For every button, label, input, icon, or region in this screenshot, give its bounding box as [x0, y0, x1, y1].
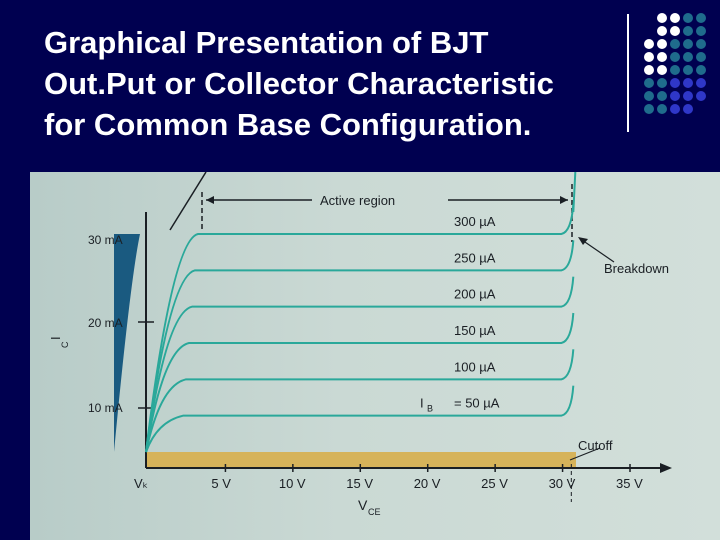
saturation-region: [114, 234, 140, 452]
ib-series-label: 300 µA: [454, 214, 496, 229]
ib-series-label: 100 µA: [454, 359, 496, 374]
y-tick-label-10ma: 10 mA: [88, 401, 123, 415]
decorative-dot: [670, 78, 680, 88]
breakdown-arrowhead: [578, 237, 588, 245]
decorative-dot: [670, 52, 680, 62]
decorative-dot: [683, 39, 693, 49]
decorative-dot: [670, 65, 680, 75]
decorative-dot: [683, 52, 693, 62]
ib-curve: [145, 240, 575, 453]
decorative-dot: [644, 104, 654, 114]
title-line-2: Out.Put or Collector Characteristic: [44, 66, 554, 101]
x-tick-label: 30 V: [549, 476, 576, 491]
ib-prefix-subscript: B: [427, 404, 433, 414]
ib-curve: [145, 312, 575, 453]
decorative-dot: [644, 39, 654, 49]
x-tick-label: 35 V: [616, 476, 643, 491]
decorative-dot: [644, 65, 654, 75]
x-tick-label: 10 V: [279, 476, 306, 491]
decorative-dot: [657, 91, 667, 101]
x-axis-label-subscript: CE: [368, 507, 381, 517]
decorative-dot: [683, 104, 693, 114]
cutoff-label: Cutoff: [578, 438, 613, 453]
decorative-dot: [670, 104, 680, 114]
characteristic-curves: [145, 172, 577, 453]
cutoff-region: [146, 452, 576, 468]
decorative-dot: [696, 78, 706, 88]
y-tick-label-30ma: 30 mA: [88, 233, 123, 247]
decorative-dot: [657, 39, 667, 49]
x-tick-labels: Vₖ 5 V 10 V 15 V 20 V 25 V 30 V 35 V: [134, 464, 643, 502]
decorative-dot: [670, 26, 680, 36]
decorative-dot: [670, 91, 680, 101]
x-tick-label: 25 V: [481, 476, 508, 491]
ib-curve: [145, 385, 575, 453]
decorative-dot: [657, 26, 667, 36]
collector-characteristic-chart: 30 mA 20 mA 10 mA I C Vₖ 5 V 10 V 15 V 20 V 2…: [48, 172, 672, 517]
decorative-dot: [683, 78, 693, 88]
y-axis-label: I: [48, 336, 63, 340]
decorative-dot: [657, 78, 667, 88]
y-axis-label-subscript: C: [60, 341, 70, 348]
breakdown-label: Breakdown: [604, 261, 669, 276]
decorative-dot: [644, 78, 654, 88]
title-line-3: for Common Base Configuration.: [44, 107, 532, 142]
decorative-dot: [696, 52, 706, 62]
x-axis-label: V: [358, 497, 368, 513]
ib-curve: [145, 349, 575, 453]
decorative-dot: [657, 104, 667, 114]
decorative-dot: [683, 26, 693, 36]
x-tick-label: 5 V: [211, 476, 231, 491]
y-tick-label-20ma: 20 mA: [88, 316, 123, 330]
slide-title: Graphical Presentation of BJT Out.Put or…: [44, 22, 624, 145]
decorative-dot: [644, 91, 654, 101]
title-divider: [627, 14, 629, 132]
decorative-dot: [696, 26, 706, 36]
x-tick-label: 20 V: [414, 476, 441, 491]
ib-curve: [145, 203, 575, 453]
decorative-dot: [696, 91, 706, 101]
active-region-arrowhead-right: [560, 196, 568, 204]
saturation-pointer: [169, 172, 207, 231]
ib-prefix: I: [420, 396, 424, 411]
chart-photo: 30 mA 20 mA 10 mA I C Vₖ 5 V 10 V 15 V 20 V 2…: [30, 172, 720, 540]
series-labels: 300 µA 250 µA 200 µA 150 µA 100 µA = 50 µA I B: [420, 214, 500, 414]
x-tick-label: Vₖ: [134, 476, 148, 491]
ib-series-label: 250 µA: [454, 250, 496, 265]
ib-series-label: 200 µA: [454, 287, 496, 302]
decorative-dot: [644, 52, 654, 62]
decorative-dot: [696, 65, 706, 75]
title-line-1: Graphical Presentation of BJT: [44, 25, 489, 60]
ib-series-label: 150 µA: [454, 323, 496, 338]
decorative-dot: [696, 39, 706, 49]
decorative-dot-grid: [644, 13, 706, 114]
x-tick-label: 15 V: [346, 476, 373, 491]
decorative-dot: [683, 91, 693, 101]
decorative-dot: [657, 65, 667, 75]
decorative-dot: [657, 13, 667, 23]
ib-series-label: = 50 µA: [454, 396, 500, 411]
x-axis-arrow: [660, 463, 672, 473]
active-region-arrowhead-left: [206, 196, 214, 204]
decorative-dot: [696, 13, 706, 23]
decorative-dot: [657, 52, 667, 62]
ib-curve: [145, 276, 575, 453]
cutoff-pointer: [569, 447, 601, 461]
breakdown-rise: [572, 172, 577, 213]
active-region-label: Active region: [320, 193, 395, 208]
decorative-dot: [670, 13, 680, 23]
decorative-dot: [683, 65, 693, 75]
decorative-dot: [683, 13, 693, 23]
decorative-dot: [670, 39, 680, 49]
breakdown-pointer: [581, 239, 615, 263]
